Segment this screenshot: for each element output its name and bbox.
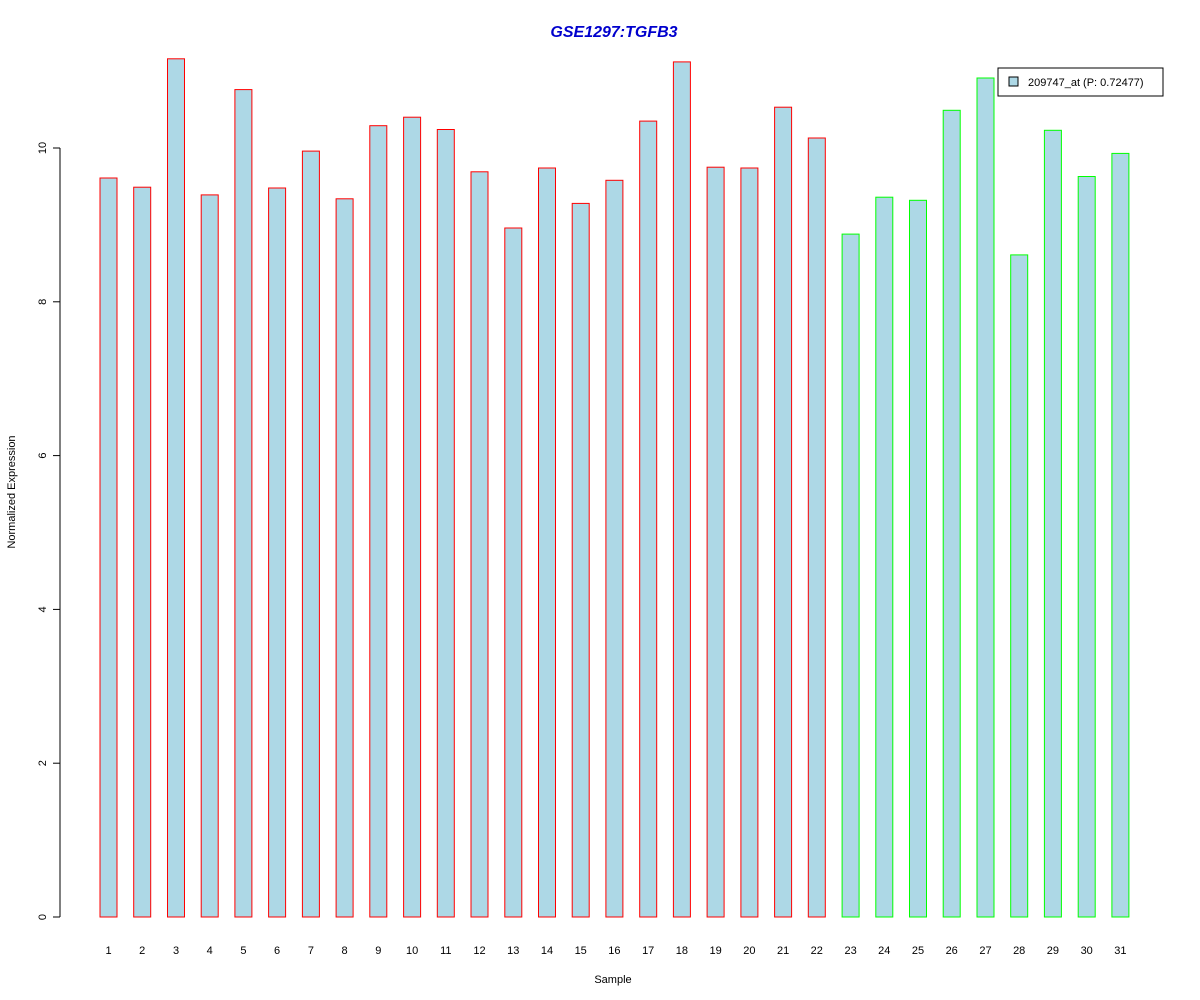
x-tick-label: 29	[1047, 945, 1059, 957]
x-tick-label: 24	[878, 945, 890, 957]
y-tick-label: 6	[37, 453, 49, 459]
x-tick-label: 12	[473, 945, 485, 957]
bar-sample-19	[706, 166, 725, 918]
x-tick-label: 18	[676, 945, 688, 957]
bar-sample-4	[200, 194, 219, 918]
x-tick-label: 28	[1013, 945, 1025, 957]
legend: 209747_at (P: 0.72477)	[997, 67, 1164, 97]
bar-sample-26	[942, 109, 961, 918]
y-tick-label: 0	[37, 914, 49, 920]
x-tick-label: 21	[777, 945, 789, 957]
y-tick-label: 4	[37, 606, 49, 612]
bar-sample-27	[976, 77, 995, 918]
bar-sample-31	[1111, 152, 1130, 918]
bar-sample-2	[133, 186, 152, 918]
x-tick-label: 5	[240, 945, 246, 957]
x-tick-label: 23	[844, 945, 856, 957]
y-axis-label: Normalized Expression	[6, 435, 18, 548]
legend-swatch	[1008, 76, 1019, 87]
x-tick-label: 4	[207, 945, 213, 957]
x-tick-labels: 1 2 3 4 5 6 7 8 9 10 11 12 13 14 15 16 17 18 19 20 21 22 23 24 2…	[105, 945, 1126, 957]
x-tick-label: 19	[709, 945, 721, 957]
bar-sample-1	[99, 177, 118, 918]
bars-group	[99, 58, 1130, 918]
bar-sample-29	[1043, 129, 1062, 918]
y-tick-label: 10	[37, 142, 49, 154]
x-tick-label: 25	[912, 945, 924, 957]
x-tick-label: 20	[743, 945, 755, 957]
x-tick-label: 26	[946, 945, 958, 957]
bar-sample-25	[909, 199, 927, 918]
y-tick-label: 8	[37, 299, 49, 305]
bar-sample-23	[841, 233, 860, 918]
bar-sample-18	[672, 61, 691, 918]
y-axis: 0 2 4 6 8 10	[37, 142, 61, 920]
bar-sample-30	[1077, 176, 1096, 918]
bar-sample-20	[740, 167, 759, 918]
x-tick-label: 17	[642, 945, 654, 957]
bar-sample-6	[268, 187, 287, 918]
x-tick-label: 31	[1114, 945, 1126, 957]
x-tick-label: 2	[139, 945, 145, 957]
bar-sample-13	[504, 227, 523, 918]
x-tick-label: 10	[406, 945, 418, 957]
bar-sample-8	[335, 198, 354, 918]
x-axis-label: Sample	[594, 974, 631, 986]
x-tick-label: 27	[979, 945, 991, 957]
bar-sample-17	[639, 120, 658, 918]
x-tick-label: 9	[375, 945, 381, 957]
bar-sample-15	[571, 202, 590, 918]
y-tick-label: 2	[37, 760, 49, 766]
bar-sample-28	[1010, 254, 1029, 918]
x-tick-label: 15	[575, 945, 587, 957]
bar-sample-12	[470, 171, 489, 918]
x-tick-label: 22	[811, 945, 823, 957]
bar-sample-5	[234, 89, 253, 918]
x-tick-label: 3	[173, 945, 179, 957]
bar-sample-16	[605, 179, 624, 918]
bar-sample-24	[875, 196, 894, 918]
legend-label: 209747_at (P: 0.72477)	[1028, 77, 1144, 89]
bar-sample-11	[436, 129, 455, 918]
legend-box	[997, 67, 1164, 97]
chart-title: GSE1297:TGFB3	[550, 24, 677, 41]
x-tick-label: 6	[274, 945, 280, 957]
bar-sample-21	[774, 106, 793, 918]
x-tick-label: 7	[308, 945, 314, 957]
x-tick-label: 11	[440, 945, 451, 957]
x-tick-label: 16	[608, 945, 620, 957]
bar-sample-22	[807, 137, 826, 918]
bar-sample-10	[403, 116, 422, 918]
x-tick-label: 1	[105, 945, 111, 957]
x-tick-label: 8	[342, 945, 348, 957]
bar-sample-3	[167, 58, 185, 918]
x-tick-label: 13	[507, 945, 519, 957]
bar-sample-14	[538, 167, 556, 918]
bar-sample-7	[301, 150, 320, 918]
x-tick-label: 14	[541, 945, 553, 957]
bar-sample-9	[369, 125, 388, 918]
x-tick-label: 30	[1081, 945, 1093, 957]
